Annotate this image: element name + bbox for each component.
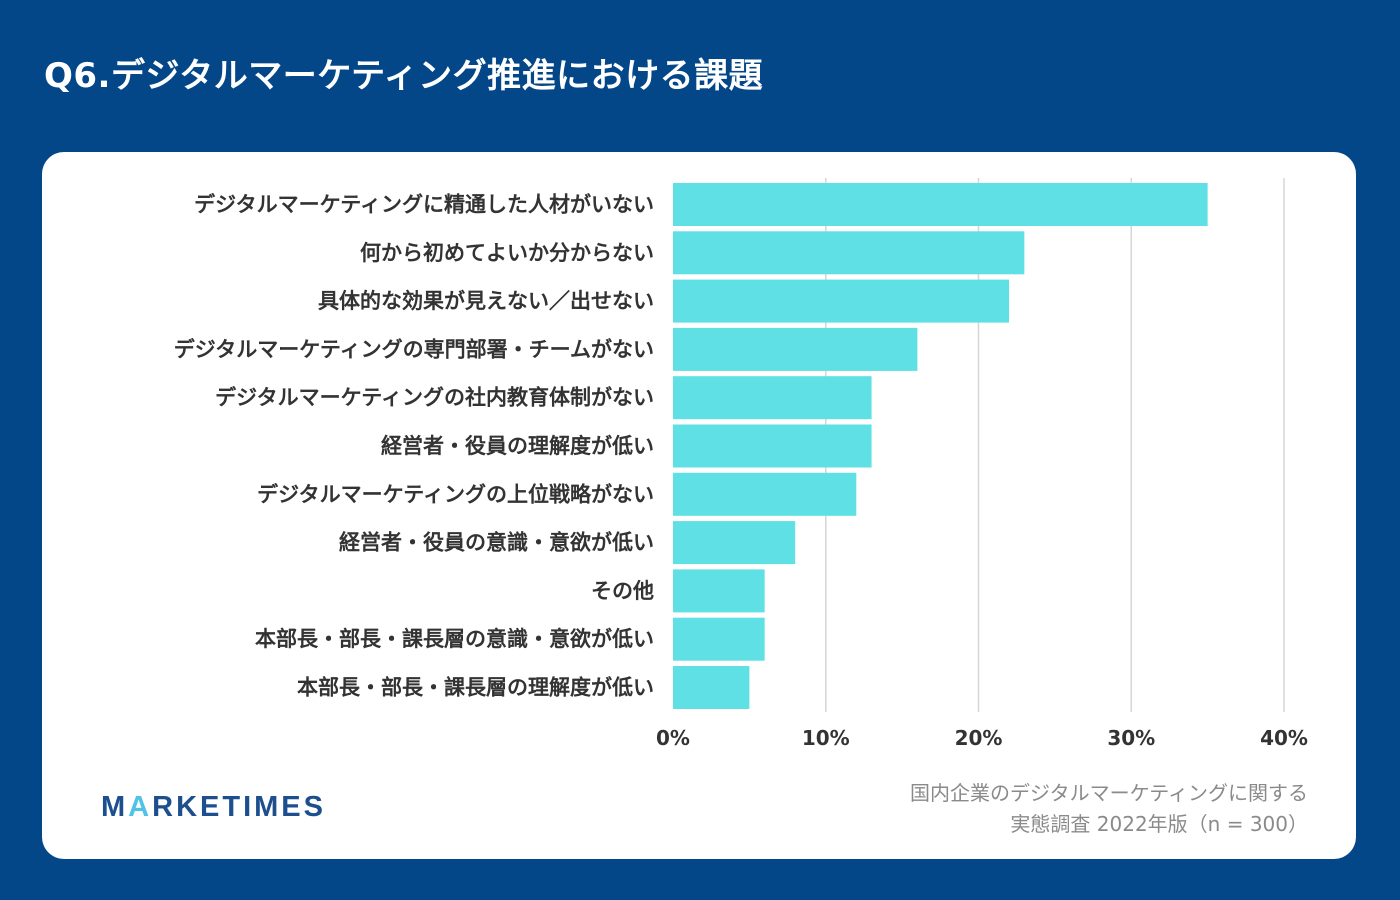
bar	[673, 666, 750, 709]
x-tick-label: 40%	[1260, 726, 1308, 750]
category-label: 具体的な効果が見えない／出せない	[318, 289, 654, 313]
bars	[673, 183, 1208, 709]
bar	[673, 569, 765, 613]
x-tick-label: 20%	[955, 726, 1003, 750]
x-tick-label: 10%	[802, 726, 850, 750]
marketimes-logo: MARKETIMES	[101, 791, 326, 823]
bar	[673, 376, 872, 420]
category-label: 本部長・部長・課長層の意識・意欲が低い	[255, 627, 654, 651]
bar	[673, 327, 918, 371]
bar	[673, 183, 1208, 226]
bar	[673, 521, 796, 565]
bar	[673, 617, 765, 661]
bar-chart: デジタルマーケティングに精通した人材がいない何から初めてよいか分からない具体的な…	[174, 178, 1308, 750]
category-label: デジタルマーケティングの社内教育体制がない	[215, 386, 654, 410]
chart-card: デジタルマーケティングに精通した人材がいない何から初めてよいか分からない具体的な…	[42, 152, 1356, 859]
category-label: デジタルマーケティングの上位戦略がない	[257, 482, 654, 506]
x-tick-label: 0%	[656, 726, 690, 750]
page-title: Q6.デジタルマーケティング推進における課題	[44, 56, 764, 96]
x-tick-label: 30%	[1107, 726, 1155, 750]
bar	[673, 279, 1010, 323]
category-label: 経営者・役員の意識・意欲が低い	[339, 531, 654, 555]
source-line-1: 国内企業のデジタルマーケティングに関する	[910, 781, 1308, 805]
category-label: 経営者・役員の理解度が低い	[381, 434, 654, 458]
x-tick-labels: 0% 10% 20% 30% 40%	[656, 726, 1308, 750]
category-label: デジタルマーケティングに精通した人材がいない	[194, 193, 654, 217]
category-label: デジタルマーケティングの専門部署・チームがない	[174, 337, 654, 361]
bar	[673, 424, 872, 468]
category-label: 本部長・部長・課長層の理解度が低い	[297, 676, 654, 700]
bar	[673, 472, 857, 516]
bar	[673, 231, 1025, 275]
source-line-2: 実態調査 2022年版（n = 300）	[1010, 812, 1308, 836]
category-labels: デジタルマーケティングに精通した人材がいない何から初めてよいか分からない具体的な…	[174, 193, 654, 700]
category-label: 何から初めてよいか分からない	[360, 241, 654, 265]
source-note: 国内企業のデジタルマーケティングに関する 実態調査 2022年版（n = 300…	[910, 778, 1308, 840]
category-label: その他	[591, 579, 654, 603]
